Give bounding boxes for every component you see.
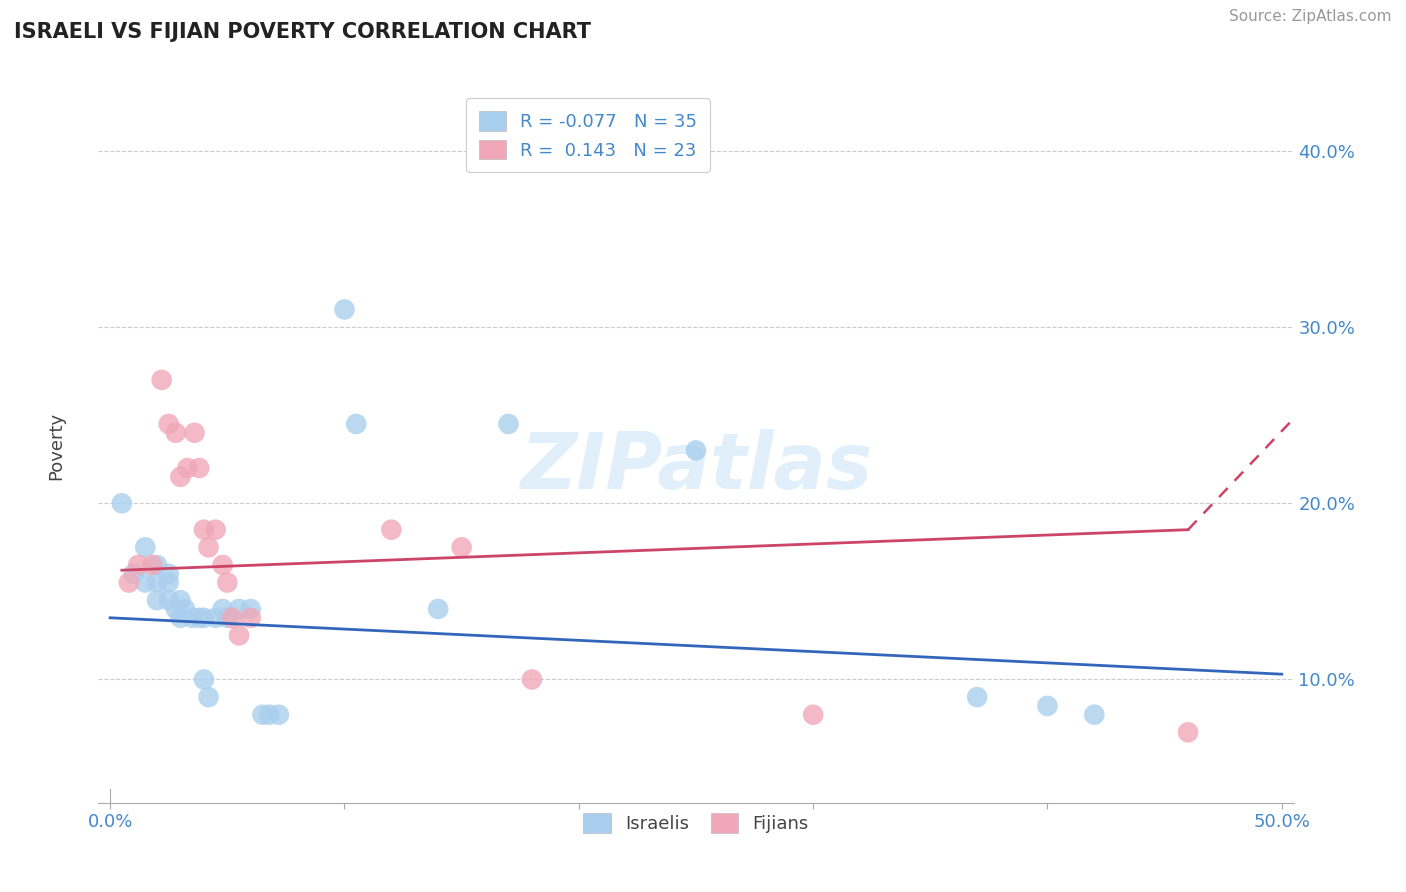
Point (267, 707, 290, 722)
Point (333, 302, 356, 317)
Point (204, 611, 226, 625)
Point (146, 558, 169, 572)
Point (165, 425, 187, 440)
Point (193, 523, 215, 537)
Point (1036, 698, 1059, 713)
Point (228, 602, 250, 616)
Point (217, 575, 239, 590)
Point (427, 602, 450, 616)
Point (450, 541, 472, 555)
Point (169, 611, 191, 625)
Point (188, 461, 211, 475)
Point (127, 558, 149, 572)
Text: ISRAELI VS FIJIAN POVERTY CORRELATION CHART: ISRAELI VS FIJIAN POVERTY CORRELATION CH… (14, 22, 591, 42)
Point (176, 461, 198, 475)
Point (197, 690, 219, 704)
Point (157, 575, 180, 590)
Point (193, 611, 215, 625)
Legend: Israelis, Fijians: Israelis, Fijians (572, 802, 820, 844)
Point (118, 575, 141, 590)
Point (252, 707, 274, 722)
Point (380, 523, 402, 537)
Point (211, 558, 233, 572)
Point (259, 707, 281, 722)
Point (344, 417, 367, 431)
Point (122, 566, 145, 581)
Point (204, 523, 226, 537)
Point (498, 417, 520, 431)
Point (217, 611, 239, 625)
Point (146, 575, 169, 590)
Point (150, 373, 173, 387)
Point (183, 425, 205, 440)
Text: Source: ZipAtlas.com: Source: ZipAtlas.com (1229, 9, 1392, 24)
Point (211, 602, 233, 616)
Point (165, 602, 187, 616)
Point (181, 611, 204, 625)
Point (239, 602, 262, 616)
Point (157, 593, 180, 607)
Text: Poverty: Poverty (48, 412, 65, 480)
Point (188, 611, 211, 625)
Point (801, 707, 824, 722)
Point (146, 593, 169, 607)
Point (157, 566, 180, 581)
Text: ZIPatlas: ZIPatlas (520, 429, 872, 506)
Point (169, 593, 191, 607)
Point (134, 575, 156, 590)
Point (520, 673, 543, 687)
Point (141, 558, 163, 572)
Point (1083, 707, 1105, 722)
Point (193, 673, 215, 687)
Point (169, 470, 191, 484)
Point (221, 611, 243, 625)
Point (1177, 725, 1199, 739)
Point (239, 611, 262, 625)
Point (685, 443, 707, 458)
Point (157, 417, 180, 431)
Point (134, 541, 156, 555)
Point (228, 628, 250, 642)
Point (174, 602, 197, 616)
Point (966, 690, 988, 704)
Point (111, 496, 134, 510)
Point (197, 541, 219, 555)
